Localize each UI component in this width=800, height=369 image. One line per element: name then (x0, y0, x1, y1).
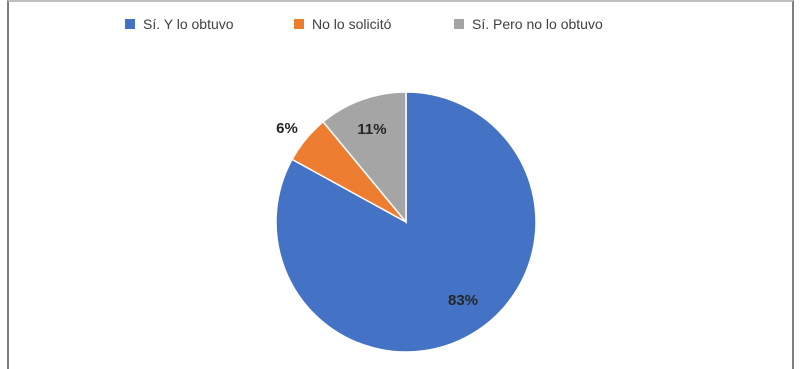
pie-slice (322, 91, 407, 225)
legend-item-si-pero-no-lo-obtuvo: Sí. Pero no lo obtuvo (454, 16, 603, 32)
legend-label: Sí. Pero no lo obtuvo (472, 16, 603, 32)
slice-data-label: 83% (448, 292, 478, 309)
pie-slice (275, 91, 537, 353)
legend-label: Sí. Y lo obtuvo (143, 16, 234, 32)
legend-swatch (294, 19, 304, 29)
legend-label: No lo solicitó (312, 16, 392, 32)
legend-item-no-lo-solicito: No lo solicitó (294, 16, 391, 32)
slice-data-label: 11% (357, 121, 386, 138)
chart-frame (7, 0, 794, 369)
legend-item-si-y-lo-obtuvo: Sí. Y lo obtuvo (125, 16, 234, 32)
legend-swatch (454, 19, 464, 29)
legend-swatch (125, 19, 135, 29)
slice-data-label: 6% (276, 120, 298, 137)
chart-legend: Sí. Y lo obtuvo No lo solicitó Sí. Pero … (0, 16, 800, 36)
